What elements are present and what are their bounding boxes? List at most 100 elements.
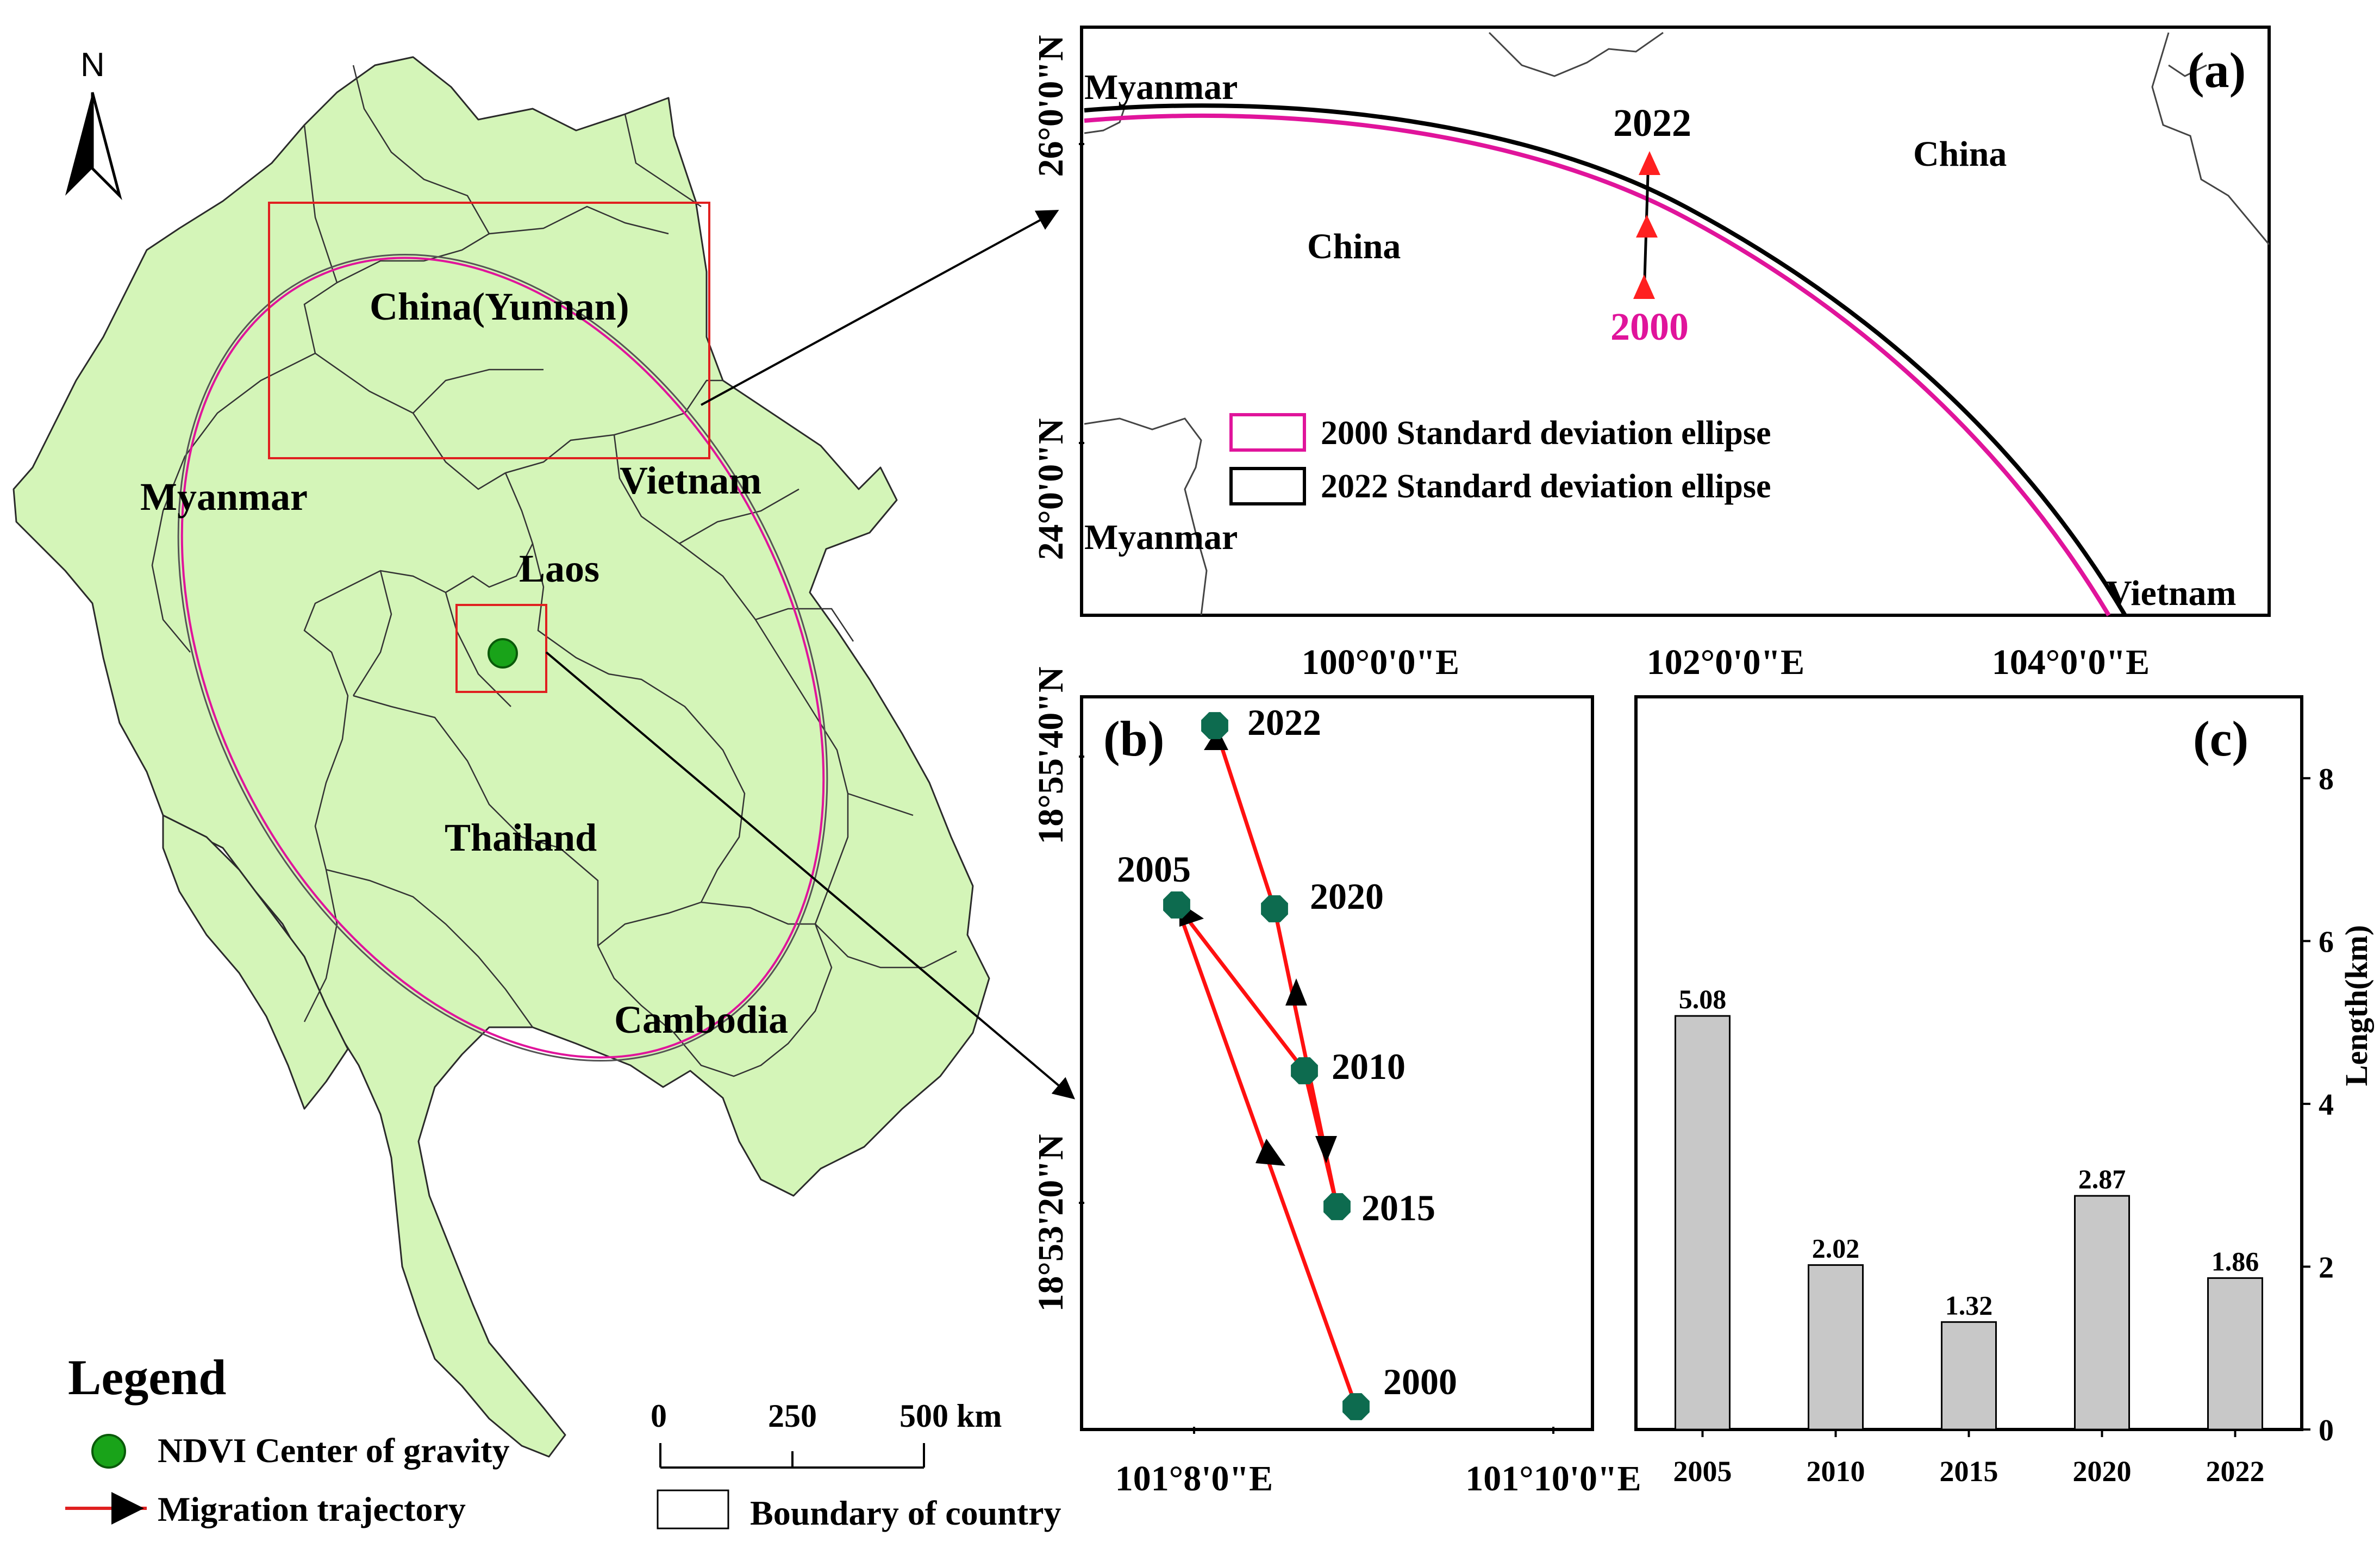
x-tick-label-2015: 2015 <box>1940 1455 1998 1488</box>
gravity-point-2000 <box>1342 1393 1370 1420</box>
gravity-center-point <box>488 638 518 669</box>
panel-a-legend-swatch-2022 <box>1229 467 1306 505</box>
gravity-point-2020 <box>1261 895 1288 922</box>
panel-a-label-myanmar-top: Myanmar <box>1084 67 1238 107</box>
legend-item-trajectory: Migration trajectory <box>158 1490 466 1528</box>
panel-b-year-2022: 2022 <box>1247 702 1321 743</box>
label-china-yunnan: China(Yunnan) <box>370 285 629 328</box>
panel-a-label-china-left: China <box>1307 227 1401 266</box>
legend-item-gravity: NDVI Center of gravity <box>158 1431 510 1470</box>
label-myanmar: Myanmar <box>140 475 308 519</box>
bar-2005 <box>1675 1015 1731 1431</box>
north-arrow-label: N <box>80 46 105 84</box>
panel-c-frame <box>1634 695 2303 1431</box>
north-arrow-icon: N <box>65 46 122 201</box>
panel-c-x-axis: 2005 2010 2015 2020 2022 <box>1673 1429 2265 1488</box>
panel-a-legend-item-2022: 2022 Standard deviation ellipse <box>1321 468 1771 505</box>
label-thailand: Thailand <box>445 816 597 859</box>
panel-a-marker-2000 <box>1633 274 1655 299</box>
border-laos-thailand <box>532 543 746 903</box>
panel-b: 2022 2005 2020 2010 2015 2000 (b) 18°55'… <box>1031 666 1641 1499</box>
panel-b-tag: (b) <box>1103 711 1164 766</box>
bar-value-label-2022: 1.86 <box>2212 1246 2259 1276</box>
legend-trajectory-icon <box>65 1492 147 1525</box>
panel-c-bars: 5.08 2.02 1.32 2.87 1.86 <box>1675 984 2263 1431</box>
panel-b-year-2005: 2005 <box>1117 848 1191 890</box>
panel-b-year-2010: 2010 <box>1332 1046 1405 1087</box>
main-ellipse-2022 <box>177 253 828 1062</box>
bar-2022 <box>2207 1277 2263 1431</box>
panel-a-lat-label-24: 24°0'0"N <box>1031 418 1071 560</box>
gravity-point-2022 <box>1201 712 1228 739</box>
panel-b-lon-label-right: 101°10'0"E <box>1465 1459 1641 1499</box>
y-tick-label-6: 6 <box>2319 925 2334 959</box>
panel-b-lat-label-bottom: 18°53'20"N <box>1031 1134 1071 1312</box>
scale-tick-500: 500 km <box>899 1398 1002 1434</box>
boundary-legend-swatch <box>657 1489 729 1529</box>
border-myanmar-provinces <box>151 233 544 653</box>
panel-a-frame <box>1080 26 2271 617</box>
bar-2015 <box>1941 1321 1997 1431</box>
panel-a-year-2000: 2000 <box>1610 305 1689 348</box>
extent-box-gravity <box>455 604 547 693</box>
bar-value-label-2020: 2.87 <box>2078 1164 2126 1194</box>
y-tick-label-8: 8 <box>2319 763 2334 796</box>
panel-b-points <box>1163 712 1370 1420</box>
panel-a-label-myanmar-bottom: Myanmar <box>1084 517 1238 557</box>
panel-b-lat-label-top: 18°55'40"N <box>1031 666 1071 844</box>
panel-a: 2022 2000 Myanmar China China Myanmar Vi… <box>1031 26 2271 682</box>
panel-b-lon-label-left: 101°8'0"E <box>1115 1459 1273 1499</box>
panel-a-lon-label-102: 102°0'0"E <box>1647 642 1804 682</box>
boundary-legend-label: Boundary of country <box>750 1494 1061 1532</box>
main-map: China(Yunnan) Myanmar Vietnam Laos Thail… <box>13 46 1076 1532</box>
panel-a-lon-label-104: 104°0'0"E <box>1992 642 2150 682</box>
panel-a-label-china-right: China <box>1913 134 2007 174</box>
leader-arrow-panel-a <box>701 210 1059 406</box>
extent-box-yunnan <box>268 202 710 459</box>
panel-c-y-axis: 0 2 4 6 8 <box>2302 763 2334 1447</box>
legend-gravity-icon <box>91 1434 126 1469</box>
bar-value-label-2010: 2.02 <box>1812 1233 1860 1263</box>
scale-tick-0: 0 <box>651 1398 667 1434</box>
x-tick-label-2022: 2022 <box>2206 1455 2265 1488</box>
panel-a-legend-item-2000: 2000 Standard deviation ellipse <box>1321 415 1771 452</box>
y-tick-label-0: 0 <box>2319 1414 2334 1447</box>
border-vietnam-provinces <box>679 488 957 969</box>
y-tick-label-4: 4 <box>2319 1088 2334 1122</box>
panel-b-direction-arrows <box>1179 728 1337 1166</box>
panel-b-year-2015: 2015 <box>1361 1187 1435 1228</box>
border-thailand-provinces <box>326 570 599 1028</box>
bar-2020 <box>2074 1195 2130 1431</box>
border-laos-vietnam <box>613 434 849 925</box>
gravity-point-2015 <box>1323 1193 1351 1220</box>
panel-a-ellipse-2022 <box>1084 103 2127 617</box>
scale-tick-250: 250 <box>768 1398 817 1434</box>
label-vietnam: Vietnam <box>620 459 761 502</box>
panel-b-year-2020: 2020 <box>1310 876 1384 917</box>
border-china-provinces <box>352 65 702 235</box>
landmass-mainland <box>13 56 990 1458</box>
gravity-point-2005 <box>1163 891 1190 919</box>
y-tick-label-2: 2 <box>2319 1251 2334 1284</box>
panel-a-lon-label-100: 100°0'0"E <box>1302 642 1459 682</box>
panel-b-year-2000: 2000 <box>1383 1361 1457 1402</box>
panel-c-tag: (c) <box>2193 711 2248 766</box>
panel-b-frame <box>1080 695 1594 1431</box>
panel-a-marker-mid <box>1636 215 1658 238</box>
border-myanmar-laos-thailand <box>303 472 534 1022</box>
scale-bar: 0 250 500 km <box>651 1398 1002 1469</box>
landmass-west-coast <box>162 814 349 1110</box>
panel-a-tag: (a) <box>2188 42 2246 98</box>
panel-a-legend-swatch-2000 <box>1229 413 1306 452</box>
border-thailand-cambodia <box>597 901 833 1077</box>
panel-a-lat-label-26: 26°0'0"N <box>1031 35 1071 177</box>
x-tick-label-2005: 2005 <box>1673 1455 1732 1488</box>
label-laos: Laos <box>519 547 599 590</box>
x-tick-label-2010: 2010 <box>1807 1455 1865 1488</box>
leader-arrow-panel-b <box>545 651 1076 1100</box>
border-china-myanmar <box>303 124 506 490</box>
bar-value-label-2005: 5.08 <box>1679 984 1727 1014</box>
x-tick-label-2020: 2020 <box>2073 1455 2132 1488</box>
